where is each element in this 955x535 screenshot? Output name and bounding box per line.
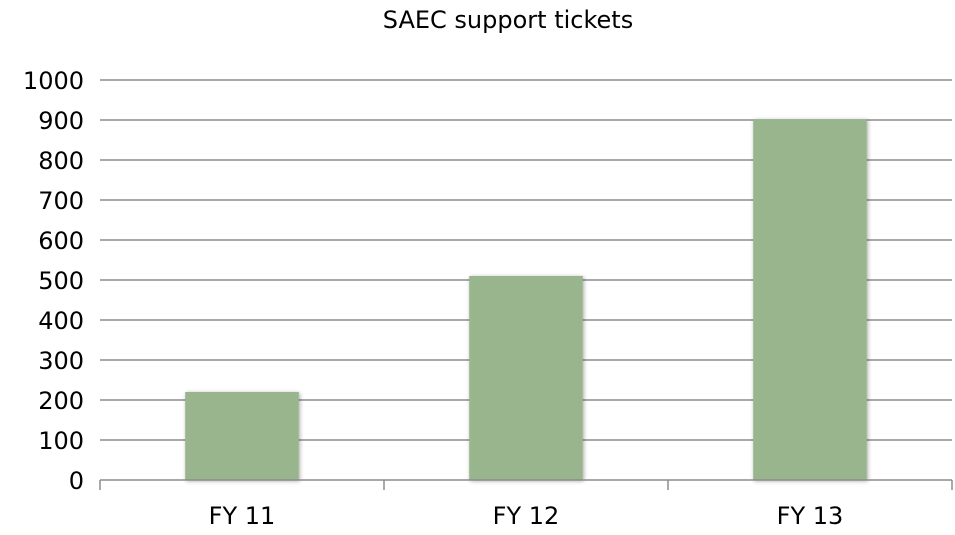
- y-tick-label: 700: [38, 187, 84, 215]
- bar-fy-12: [469, 276, 583, 480]
- bars: [185, 119, 867, 480]
- y-tick-label: 300: [38, 347, 84, 375]
- y-tick-label: 800: [38, 147, 84, 175]
- y-tick-label: 100: [38, 427, 84, 455]
- y-tick-label: 200: [38, 387, 84, 415]
- bar-fy-11: [185, 392, 299, 480]
- bar-fy-13: [753, 119, 867, 480]
- y-tick-label: 0: [69, 467, 84, 495]
- y-tick-label: 1000: [23, 67, 84, 95]
- y-tick-label: 600: [38, 227, 84, 255]
- y-tick-label: 400: [38, 307, 84, 335]
- chart-title: SAEC support tickets: [383, 6, 633, 34]
- y-tick-label: 500: [38, 267, 84, 295]
- y-tick-label: 900: [38, 107, 84, 135]
- x-tick-label: FY 11: [209, 502, 276, 530]
- x-tick-label: FY 13: [777, 502, 844, 530]
- x-axis-tick-labels: FY 11 FY 12 FY 13: [209, 502, 844, 530]
- x-axis: [99, 479, 953, 490]
- x-tick-label: FY 12: [493, 502, 560, 530]
- y-axis-tick-labels: 0 100 200 300 400 500 600 700 800 900 1000: [23, 67, 84, 495]
